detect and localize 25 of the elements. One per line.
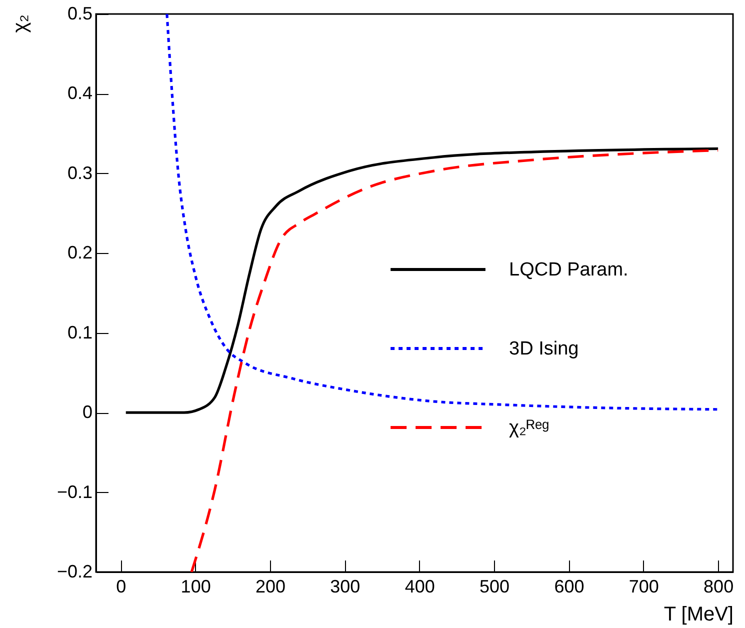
x-tick-label: 800 bbox=[704, 576, 734, 596]
x-tick-label: 100 bbox=[180, 576, 211, 596]
line-series bbox=[166, 14, 720, 411]
y-axis-title: χ₂ bbox=[10, 14, 32, 33]
x-tick-label: 700 bbox=[628, 576, 659, 596]
y-tick-label: −0.2 bbox=[56, 562, 92, 582]
y-tick-label: 0.2 bbox=[67, 242, 92, 263]
legend-label: LQCD Param. bbox=[509, 259, 628, 280]
x-axis-title: T [MeV] bbox=[664, 604, 734, 626]
x-tick-label: 300 bbox=[330, 576, 360, 596]
x-tick-label: 400 bbox=[404, 576, 435, 596]
y-tick-label: 0 bbox=[82, 402, 92, 422]
line-series bbox=[124, 147, 720, 414]
y-tick-label: 0.5 bbox=[67, 4, 92, 24]
x-tick-label: 200 bbox=[255, 576, 286, 596]
legend-label: 3D Ising bbox=[509, 338, 579, 360]
y-tick-label: 0.4 bbox=[67, 83, 92, 104]
x-tick-label: 500 bbox=[480, 576, 510, 596]
line-series bbox=[190, 149, 720, 572]
x-tick-label: 0 bbox=[116, 576, 126, 596]
y-tick-label: 0.3 bbox=[67, 162, 92, 183]
y-tick-label: −0.1 bbox=[56, 482, 92, 502]
y-tick-label: 0.1 bbox=[67, 322, 92, 342]
x-tick-label: 600 bbox=[554, 576, 584, 596]
legend-label: χ₂ᴿᵉᵍ bbox=[509, 417, 550, 438]
